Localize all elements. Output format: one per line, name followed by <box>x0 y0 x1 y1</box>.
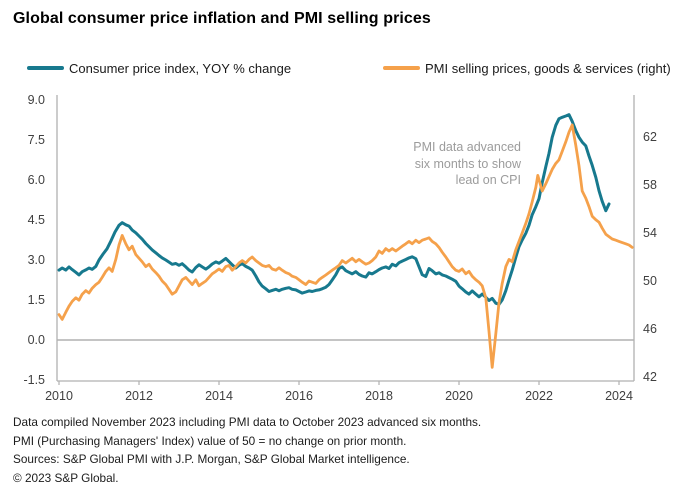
x-axis-tick-label: 2020 <box>445 389 473 403</box>
cpi-line-series <box>57 113 611 306</box>
left-axis-tick-label: 3.0 <box>27 253 45 267</box>
x-axis-tick-label: 2022 <box>525 389 553 403</box>
footnote-line: PMI (Purchasing Managers' Index) value o… <box>13 433 407 448</box>
left-axis-tick-label: 6.0 <box>27 173 45 187</box>
x-axis-tick-label: 2014 <box>205 389 233 403</box>
pmi-line-swatch-icon <box>383 66 420 70</box>
footnote-line: Sources: S&P Global PMI with J.P. Morgan… <box>13 452 410 467</box>
cpi-line-swatch-icon <box>27 66 64 70</box>
chart-title: Global consumer price inflation and PMI … <box>13 10 431 27</box>
right-axis-tick-label: 54 <box>643 226 657 240</box>
footnotes: Data compiled November 2023 including PM… <box>13 413 481 487</box>
x-axis-tick-label: 2018 <box>365 389 393 403</box>
right-axis-tick-label: 58 <box>643 178 657 192</box>
footnote-line: © 2023 S&P Global. <box>13 470 119 485</box>
left-axis-tick-label: 0.0 <box>27 333 45 347</box>
footnote-line: Data compiled November 2023 including PM… <box>13 415 482 429</box>
annotation-line: lead on CPI <box>455 173 521 187</box>
legend-item-cpi: Consumer price index, YOY % change <box>27 59 291 77</box>
x-axis-tick-label: 2024 <box>605 389 633 403</box>
left-axis-tick-label: 4.5 <box>27 213 45 227</box>
legend-label-pmi: PMI selling prices, goods & services (ri… <box>425 60 671 76</box>
left-axis-tick-label: 1.5 <box>27 293 45 307</box>
x-axis-tick-label: 2012 <box>125 389 153 403</box>
annotation-line: six months to show <box>414 156 521 171</box>
right-axis-tick-label: 42 <box>643 370 657 384</box>
legend: Consumer price index, YOY % change PMI s… <box>0 59 696 77</box>
right-axis-tick-label: 46 <box>643 322 657 336</box>
x-axis-tick-label: 2010 <box>45 389 73 403</box>
legend-label-cpi: Consumer price index, YOY % change <box>69 60 292 76</box>
annotation-pmi-lead: PMI data advanced six months to show lea… <box>321 139 521 189</box>
right-axis-tick-label: 50 <box>643 274 657 288</box>
left-axis-tick-label: 7.5 <box>27 133 45 147</box>
left-axis-tick-label: -1.5 <box>23 373 45 387</box>
annotation-line: PMI data advanced <box>413 140 521 154</box>
legend-item-pmi: PMI selling prices, goods & services (ri… <box>383 59 671 77</box>
left-axis-tick-label: 9.0 <box>27 93 45 107</box>
x-axis-tick-label: 2016 <box>285 389 313 403</box>
pmi-line-series <box>57 123 634 369</box>
right-axis-tick-label: 62 <box>643 130 657 144</box>
